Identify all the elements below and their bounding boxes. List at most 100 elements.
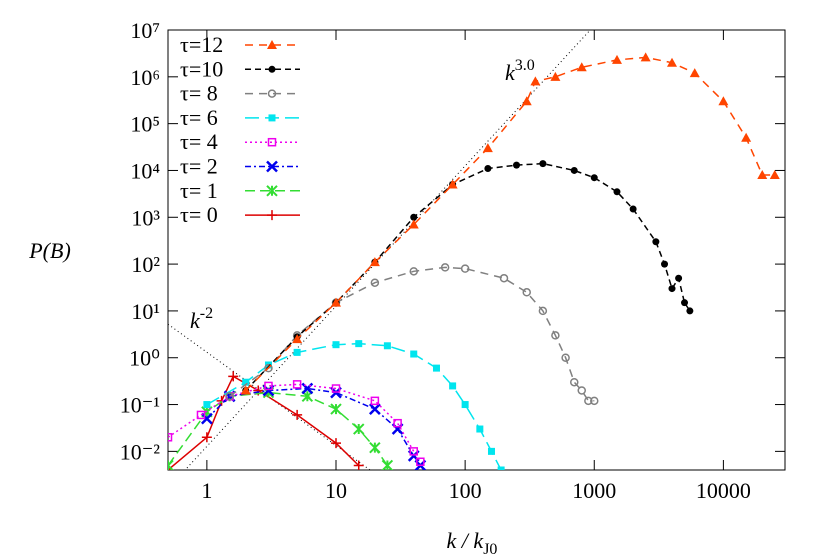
marker — [551, 331, 560, 340]
y-tick-label: 10⁻¹ — [120, 393, 160, 418]
x-tick-label: 100 — [449, 478, 482, 503]
marker — [499, 273, 509, 283]
y-tick-label: 10⁰ — [129, 346, 160, 371]
plot-area — [168, 30, 780, 470]
marker — [410, 350, 418, 358]
marker — [629, 205, 637, 213]
legend-label: τ= 1 — [180, 178, 218, 203]
series-line — [168, 375, 360, 470]
marker — [570, 166, 578, 174]
x-tick-label: 10 — [325, 478, 347, 503]
marker — [370, 396, 380, 406]
marker — [370, 278, 380, 287]
marker — [369, 441, 381, 454]
legend-marker — [268, 65, 276, 73]
y-tick-label: 10⁴ — [130, 158, 160, 183]
legend-marker — [268, 114, 276, 122]
marker — [667, 57, 678, 67]
legend-label: τ= 8 — [180, 81, 218, 106]
marker — [539, 160, 547, 168]
marker — [228, 371, 239, 382]
y-tick-label: 10⁻² — [120, 439, 161, 464]
marker — [292, 409, 303, 420]
marker — [570, 377, 579, 387]
series-line — [168, 383, 422, 463]
marker — [381, 459, 394, 470]
guide-label-exp: -2 — [200, 305, 213, 322]
x-tick-label: 1 — [201, 478, 212, 503]
legend-marker — [267, 40, 277, 49]
marker — [668, 285, 676, 293]
marker — [440, 263, 450, 272]
x-axis-label-main: k / k — [447, 528, 485, 553]
marker — [409, 447, 418, 456]
marker — [409, 267, 418, 276]
marker — [675, 274, 683, 282]
guide-label-exp: 3.0 — [515, 57, 535, 74]
marker — [293, 348, 301, 356]
marker — [331, 438, 342, 449]
marker — [577, 386, 586, 395]
marker — [613, 188, 621, 196]
marker — [449, 382, 457, 390]
marker — [689, 68, 700, 78]
marker — [331, 297, 342, 307]
marker — [487, 447, 495, 455]
legend-marker — [267, 89, 277, 98]
marker — [200, 412, 213, 425]
marker — [652, 238, 660, 246]
marker — [530, 76, 541, 86]
y-axis-label: P(B) — [28, 238, 71, 263]
y-tick-label: 10¹ — [131, 299, 160, 324]
marker — [332, 341, 340, 349]
y-tick-label: 10⁷ — [130, 18, 160, 43]
legend-marker — [266, 160, 278, 173]
legend-label: τ= 4 — [180, 129, 218, 154]
marker — [368, 403, 381, 415]
guide-label-base: k — [505, 60, 516, 85]
legend-marker — [267, 210, 277, 221]
marker — [611, 54, 622, 64]
marker — [561, 353, 570, 362]
y-tick-label: 10³ — [131, 205, 160, 230]
marker — [584, 396, 593, 406]
marker — [355, 340, 363, 348]
marker — [292, 334, 303, 344]
marker — [383, 342, 391, 350]
marker — [264, 363, 273, 373]
legend-marker — [266, 185, 278, 197]
marker — [447, 179, 458, 189]
marker — [590, 174, 598, 182]
marker — [432, 364, 440, 372]
marker — [331, 384, 341, 393]
marker — [369, 257, 380, 267]
guide-label-base: k — [190, 308, 201, 333]
marker — [393, 418, 402, 428]
marker — [203, 401, 211, 409]
marker — [757, 169, 768, 179]
marker — [497, 466, 505, 470]
x-axis-label: k / kJ0 — [447, 528, 498, 555]
marker — [538, 306, 548, 316]
x-tick-label: 1000 — [572, 478, 616, 503]
series-line — [206, 342, 502, 470]
marker — [576, 62, 587, 72]
marker — [681, 299, 689, 307]
marker — [484, 165, 492, 173]
x-axis-label-sub: J0 — [483, 541, 497, 555]
guide-label: k-2 — [190, 305, 213, 333]
marker — [168, 459, 174, 470]
marker — [292, 380, 302, 389]
marker — [522, 288, 531, 297]
series-line — [229, 266, 595, 402]
marker — [353, 460, 364, 470]
x-tick-label: 10000 — [696, 478, 751, 503]
y-tick-label: 10⁶ — [130, 65, 160, 90]
marker — [201, 432, 212, 443]
marker — [460, 264, 470, 273]
marker — [741, 132, 752, 142]
marker — [718, 96, 729, 106]
marker — [416, 457, 425, 467]
legend-label: τ= 2 — [180, 154, 218, 179]
